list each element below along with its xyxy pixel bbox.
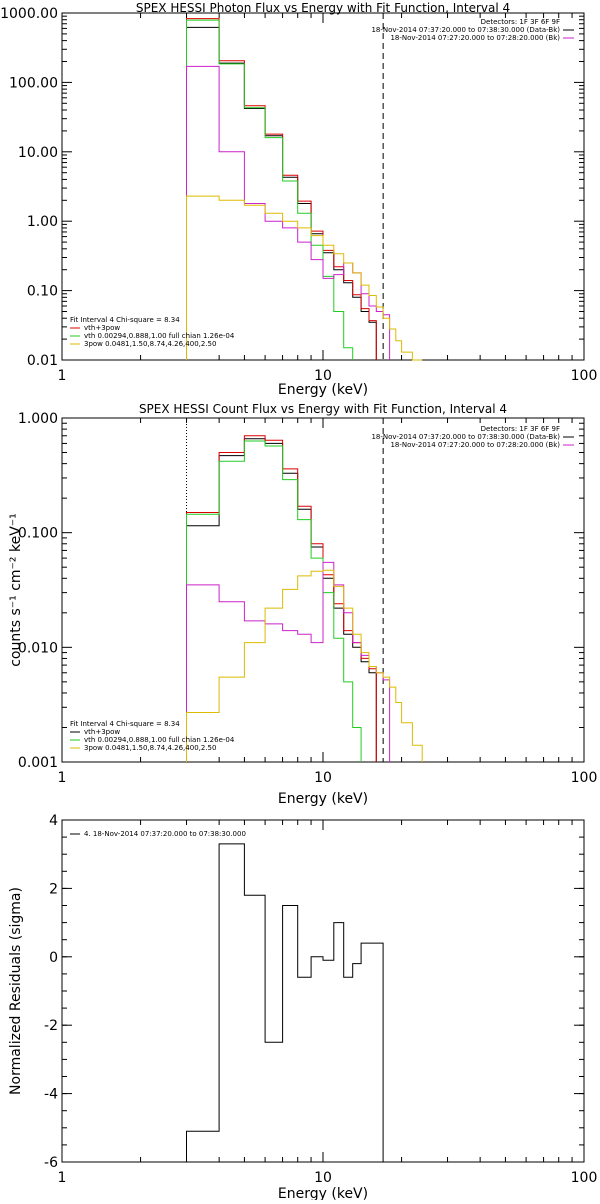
y-tick-label: 0.010 <box>18 640 58 656</box>
x-axis-label: Energy (keV) <box>278 791 368 807</box>
y-tick-label: 10.00 <box>18 145 58 161</box>
y-tick-label: 1.00 <box>27 214 58 230</box>
x-tick-label: 100 <box>571 1170 598 1186</box>
series-line-3 <box>186 19 354 360</box>
x-axis-label: Energy (keV) <box>278 1186 368 1200</box>
y-tick-label: 1.000 <box>18 411 58 427</box>
legend-entry: vth 0.00294,0.888,1.00 full chian 1.26e-… <box>84 332 235 340</box>
y-axis-label: counts s⁻¹ cm⁻² keV⁻¹ <box>8 513 24 667</box>
series-line-2 <box>186 18 377 360</box>
series-line-4 <box>186 561 391 762</box>
legend-entry: 4. 18-Nov-2014 07:37:20.000 to 07:38:30.… <box>84 830 246 838</box>
y-tick-label: -6 <box>44 1155 58 1171</box>
plot-frame <box>61 819 585 1163</box>
panel-2: SPEX HESSI Count Flux vs Energy with Fit… <box>8 402 597 807</box>
y-tick-label: 0 <box>49 950 58 966</box>
y-tick-label: -2 <box>44 1018 58 1034</box>
legend-entry: 18-Nov-2014 07:37:20.000 to 07:38:30.000… <box>371 26 560 34</box>
y-tick-label: 0.100 <box>18 526 58 542</box>
series-line-5 <box>186 195 423 361</box>
series-line-4 <box>186 65 391 360</box>
series-line-2 <box>186 435 377 762</box>
y-tick-label: 1000.00 <box>0 6 58 22</box>
chart-title: SPEX HESSI Count Flux vs Energy with Fit… <box>139 402 507 416</box>
x-axis-label: Energy (keV) <box>278 382 368 398</box>
series-line-1 <box>186 843 384 1162</box>
y-tick-label: 2 <box>49 881 58 897</box>
legend-entry: vth+3pow <box>84 728 120 736</box>
plot-frame <box>61 12 585 361</box>
legend-entry: 18-Nov-2014 07:27:20.000 to 07:28:20.000… <box>390 34 560 42</box>
x-tick-label: 100 <box>571 770 598 786</box>
legend-entry: vth 0.00294,0.888,1.00 full chian 1.26e-… <box>84 736 235 744</box>
series-line-1 <box>186 438 377 762</box>
x-tick-label: 10 <box>314 368 332 384</box>
legend-entry: Fit Interval 4 Chi-square = 8.34 <box>70 316 180 324</box>
legend-entry: Detectors: 1F 3F 6F 9F <box>481 425 560 433</box>
x-tick-label: 100 <box>571 368 598 384</box>
legend-entry: 18-Nov-2014 07:37:20.000 to 07:38:30.000… <box>371 433 560 441</box>
y-tick-label: 0.10 <box>27 284 58 300</box>
panel-3: 1 10 100 Energy (keV) -6 -4 -2 0 2 4 Normalized Re… <box>8 813 598 1202</box>
x-tick-label: 10 <box>314 770 332 786</box>
y-tick-label: 0.01 <box>27 353 58 369</box>
y-tick-label: 0.001 <box>18 755 58 771</box>
legend-entry: 3pow 0.0481,1.50,8.74,4.26,400,2.50 <box>84 340 216 348</box>
x-tick-label: 1 <box>58 368 67 384</box>
legend-entry: 18-Nov-2014 07:27:20.000 to 07:28:20.000… <box>390 441 560 449</box>
series-line-1 <box>186 26 377 360</box>
legend-entry: Fit Interval 4 Chi-square = 8.34 <box>70 720 180 728</box>
y-tick-label: 4 <box>49 813 58 829</box>
x-tick-label: 1 <box>58 770 67 786</box>
series-line-3 <box>186 440 362 762</box>
y-tick-label: -4 <box>44 1087 58 1103</box>
legend-entry: Detectors: 1F 3F 6F 9F <box>481 18 560 26</box>
y-axis-label: Normalized Residuals (sigma) <box>8 887 24 1095</box>
panel-1: SPEX HESSI Photon Flux vs Energy with Fi… <box>0 1 597 398</box>
chart-title: SPEX HESSI Photon Flux vs Energy with Fi… <box>136 1 510 15</box>
y-tick-label: 100.00 <box>9 75 58 91</box>
series-line-5 <box>186 569 423 762</box>
x-tick-label: 1 <box>58 1170 67 1186</box>
x-tick-label: 10 <box>314 1170 332 1186</box>
legend-entry: vth+3pow <box>84 324 120 332</box>
legend-entry: 3pow 0.0481,1.50,8.74,4.26,400,2.50 <box>84 744 216 752</box>
